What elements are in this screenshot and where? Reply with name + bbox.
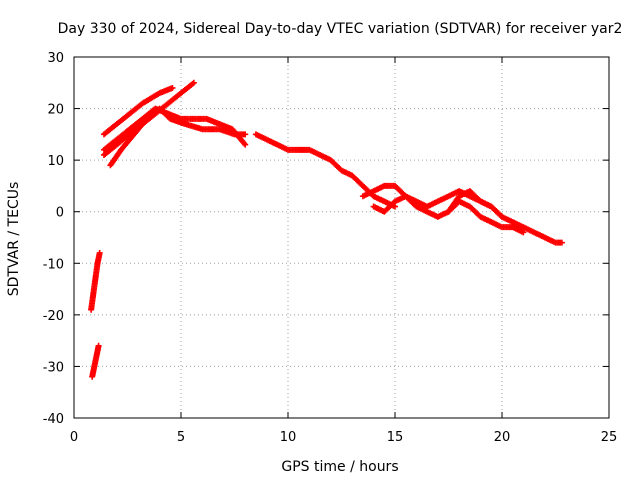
y-tick-label: -30: [43, 360, 64, 375]
data-point: [95, 342, 102, 349]
y-tick-label: 10: [47, 154, 64, 169]
x-tick-label: 20: [494, 430, 511, 445]
y-tick-label: 0: [56, 206, 64, 221]
data-point-interp: [497, 212, 504, 219]
y-tick-label: 20: [47, 103, 64, 118]
data-point: [169, 84, 176, 91]
y-tick-label: -10: [43, 257, 64, 272]
x-tick-label: 15: [387, 430, 404, 445]
x-axis-label: GPS time / hours: [281, 459, 398, 475]
y-tick-label: -20: [43, 309, 64, 324]
data-point: [96, 249, 103, 256]
x-tick-label: 0: [70, 430, 78, 445]
data-point: [520, 229, 527, 236]
x-tick-label: 5: [177, 430, 185, 445]
data-points: [88, 79, 565, 380]
data-point: [242, 131, 249, 138]
data-point: [190, 79, 197, 86]
data-point: [558, 239, 565, 246]
y-tick-label: -40: [43, 412, 64, 427]
x-tick-label: 25: [601, 430, 618, 445]
y-axis-label: SDTVAR / TECUs: [6, 182, 22, 297]
grid-lines: [74, 57, 609, 418]
data-point-interp: [241, 140, 248, 147]
y-tick-label: 30: [47, 51, 64, 66]
plot-frame: [73, 56, 610, 419]
x-tick-label: 10: [280, 430, 297, 445]
data-point: [499, 213, 505, 220]
data-point: [242, 141, 249, 148]
axis-ticks: 0 5 10 15 20 25 -40 -30 -20 -10 0 10 20 30: [43, 51, 618, 445]
chart-title: Day 330 of 2024, Sidereal Day-to-day VTE…: [58, 21, 623, 37]
